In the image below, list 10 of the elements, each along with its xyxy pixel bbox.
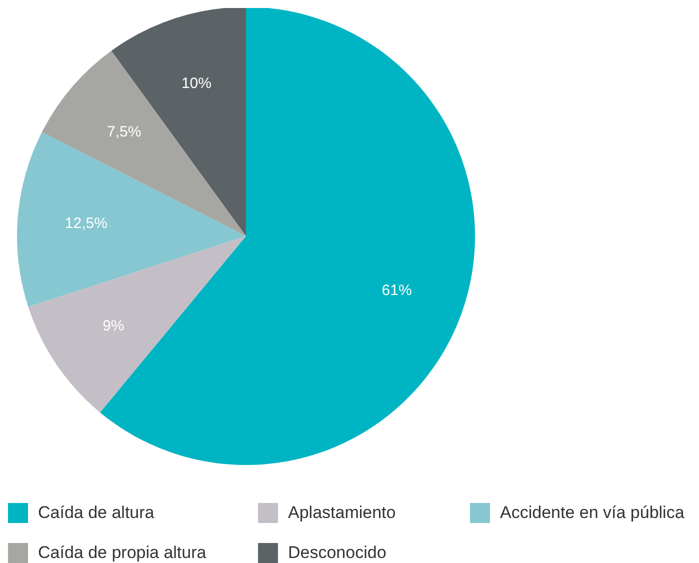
- data-label: 10%: [181, 75, 212, 92]
- legend-label: Desconocido: [288, 543, 386, 563]
- data-label: 9%: [102, 318, 124, 335]
- legend-label: Aplastamiento: [288, 503, 396, 523]
- data-label: 7,5%: [107, 123, 142, 140]
- legend-label: Accidente en vía pública: [500, 503, 684, 523]
- legend-label: Caída de propia altura: [38, 543, 206, 563]
- legend-label: Caída de altura: [38, 503, 154, 523]
- data-label: 61%: [382, 282, 412, 299]
- data-label: 12,5%: [64, 214, 108, 232]
